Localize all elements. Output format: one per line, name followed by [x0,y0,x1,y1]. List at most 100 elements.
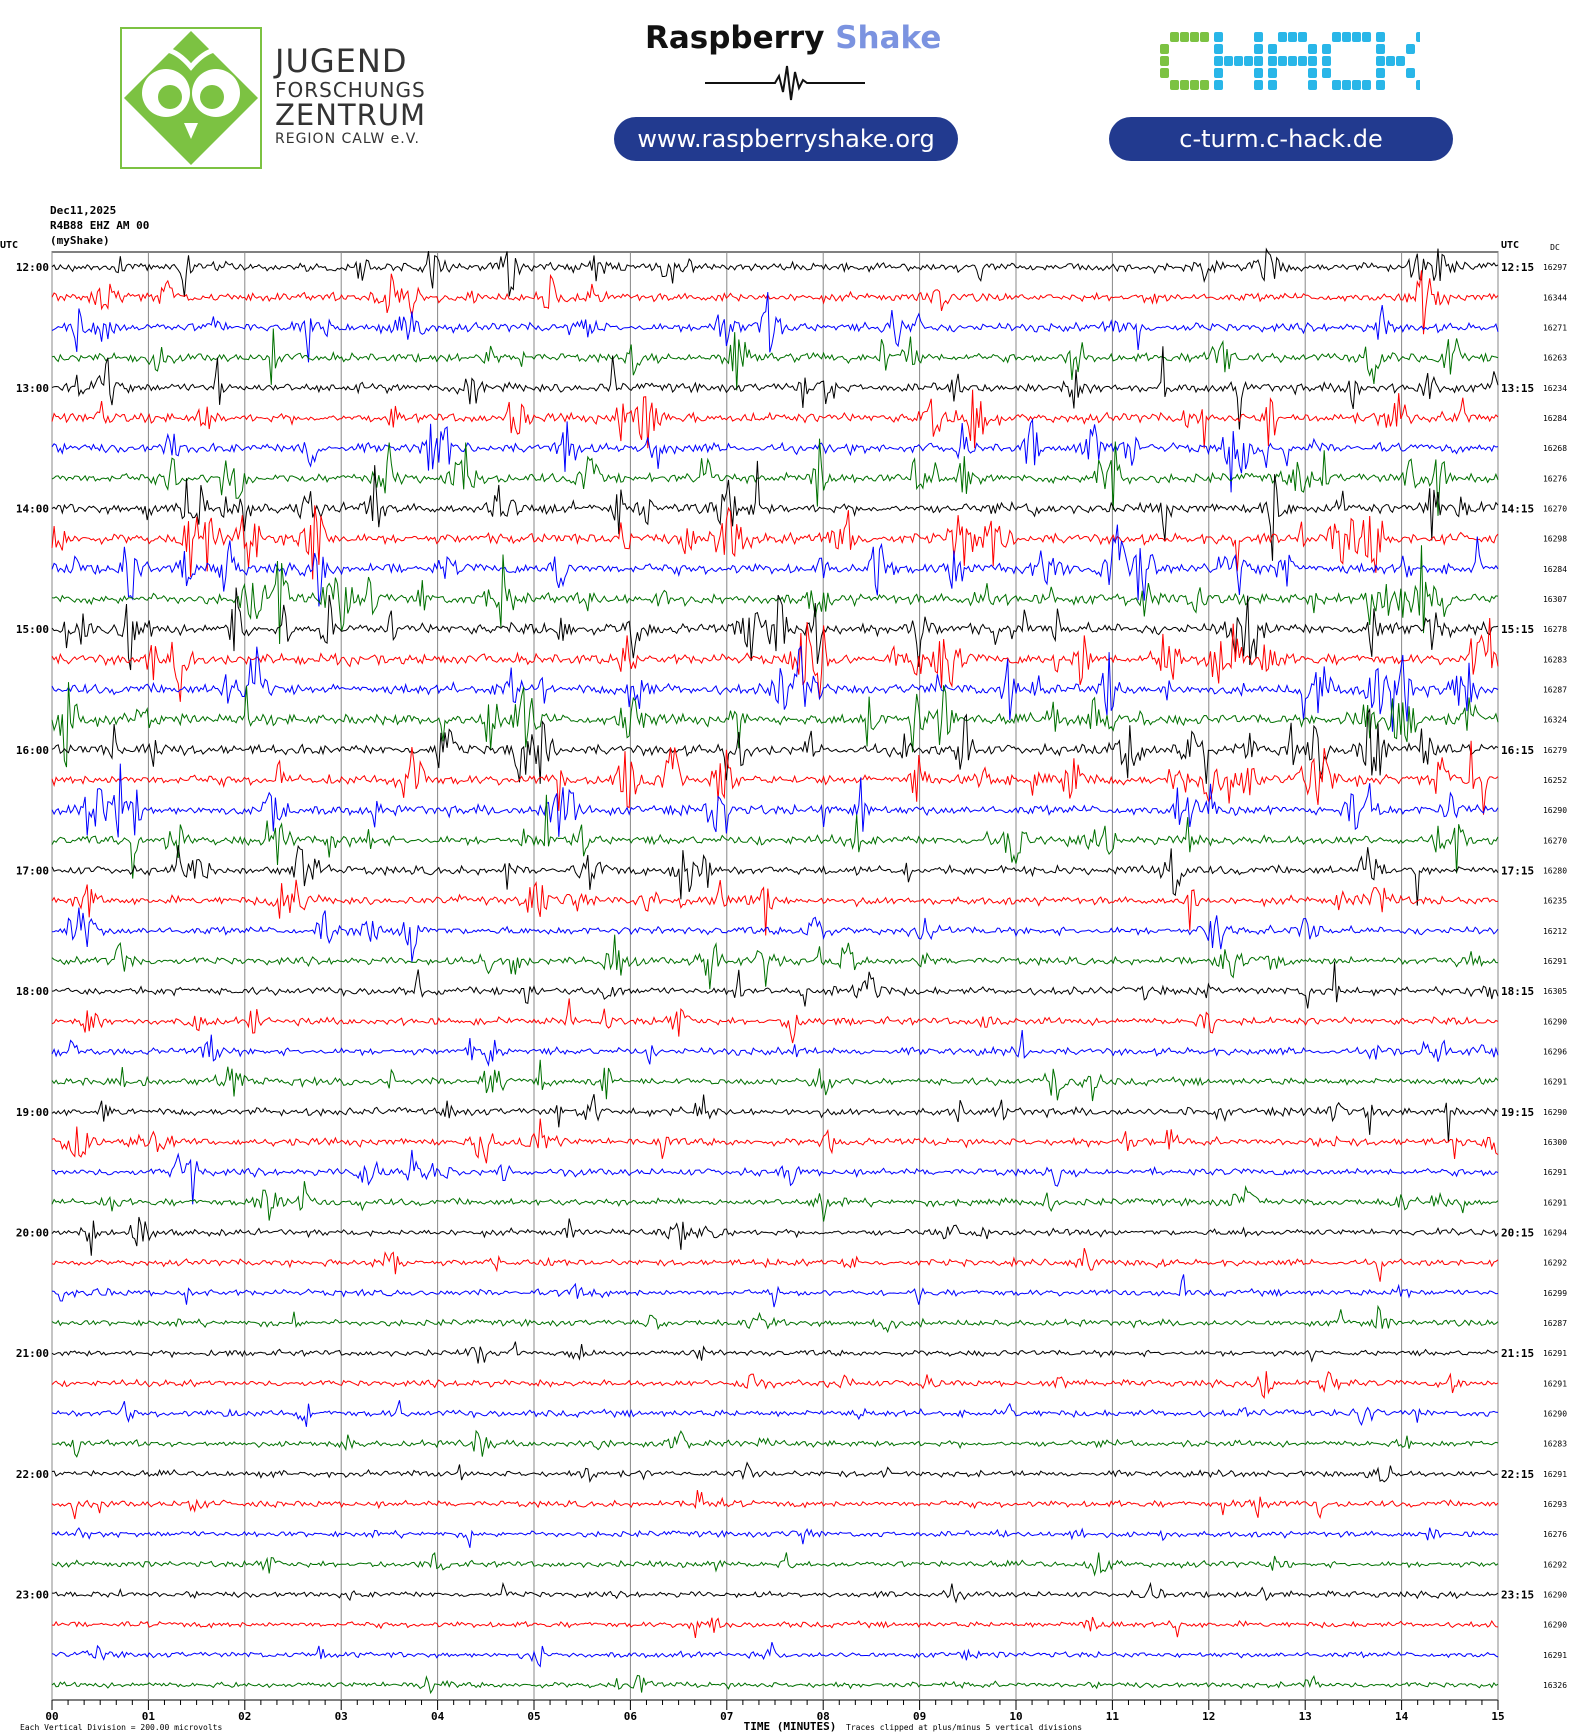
x-tick-label: 07 [720,1710,733,1723]
left-hour-label: 21:00 [16,1347,49,1360]
jfz-line-4: REGION CALW e.V. [275,131,420,147]
trace-row-28 [51,1094,1499,1143]
right-hour-label: 13:15 [1501,382,1534,395]
axis-labels: 00 01 02 03 04 05 06 07 08 09 10 11 12 13 14 15 TIME (MI… [0,240,1567,1732]
dc-offset-label: 16276 [1543,1530,1567,1539]
jfz-owl-logo [120,27,262,169]
x-tick-label: 04 [431,1710,445,1723]
x-tick-label: 02 [238,1710,251,1723]
trace-row-23 [51,934,1499,990]
x-tick-label: 10 [1009,1710,1022,1723]
trace-row-6 [51,418,1499,493]
dc-offset-label: 16271 [1543,323,1567,332]
dc-offset-label: 16234 [1543,384,1567,393]
dc-offset-label: 16278 [1543,625,1567,634]
trace-row-47 [51,1674,1499,1695]
x-tick-label: 13 [1299,1710,1312,1723]
dc-offset-label: 16252 [1543,776,1567,785]
right-hour-label: 12:15 [1501,261,1534,274]
dc-offset-label: 16324 [1543,716,1567,725]
chack-letter-h-1 [1214,32,1263,90]
dc-offset-label: 16290 [1543,1590,1567,1599]
left-hour-label: 20:00 [16,1226,49,1239]
trace-row-4 [51,346,1499,430]
dc-offset-label: 16268 [1543,444,1567,453]
trace-row-30 [51,1149,1499,1205]
trace-row-42 [51,1527,1499,1548]
trace-row-44 [51,1581,1499,1604]
dc-offset-label: 16212 [1543,927,1567,936]
dc-offset-label: 16283 [1543,1440,1567,1449]
x-tick-label: 00 [45,1710,58,1723]
left-hour-label: 16:00 [16,744,49,757]
trace-row-36 [51,1341,1499,1364]
dc-offset-label: 16235 [1543,897,1567,906]
chack-url-link[interactable]: c-turm.c-hack.de [1109,117,1453,161]
dc-offset-label: 16263 [1543,354,1567,363]
footer-clip-note: Traces clipped at plus/minus 5 vertical … [846,1723,1082,1732]
right-hour-label: 20:15 [1501,1226,1534,1239]
trace-row-27 [51,1059,1499,1102]
trace-row-11 [51,545,1499,645]
trace-row-41 [51,1490,1499,1520]
trace-row-8 [51,460,1499,561]
trace-row-17 [51,740,1499,815]
dc-offset-label: 16297 [1543,263,1567,272]
dc-offset-label: 16326 [1543,1681,1567,1690]
trace-row-34 [51,1274,1499,1308]
trace-row-32 [51,1216,1499,1256]
dc-offset-label: 16296 [1543,1047,1567,1056]
seismograph-wave-icon [705,65,865,101]
dc-offset-label: 16292 [1543,1259,1567,1268]
x-tick-label: 06 [624,1710,638,1723]
dc-offset-label: 16307 [1543,595,1567,604]
dc-offset-label: 16293 [1543,1500,1567,1509]
trace-row-16 [51,707,1499,784]
chack-letter-k-4 [1376,32,1420,90]
trace-row-15 [51,682,1499,768]
raspberryshake-url-link[interactable]: www.raspberryshake.org [614,117,958,161]
chack-letter-c-0 [1160,32,1209,90]
right-hour-label: 19:15 [1501,1106,1534,1119]
trace-row-29 [51,1118,1499,1164]
dc-offset-label: 16291 [1543,1651,1567,1660]
record-date: Dec11,2025 [50,204,117,217]
left-hour-label: 14:00 [16,502,49,515]
x-tick-label: 09 [913,1710,926,1723]
right-hour-label: 15:15 [1501,623,1534,636]
trace-row-35 [51,1304,1499,1334]
right-utc-label: UTC [1501,240,1519,251]
dc-offset-label: 16284 [1543,565,1567,574]
footer-scale-note: Each Vertical Division = 200.00 microvol… [20,1723,222,1732]
dc-header: DC [1550,243,1560,252]
x-tick-label: 08 [817,1710,830,1723]
dc-offset-label: 16270 [1543,504,1567,513]
dc-offset-label: 16279 [1543,746,1567,755]
left-hour-label: 23:00 [16,1588,49,1601]
trace-row-5 [51,389,1499,449]
trace-row-2 [51,292,1499,363]
dc-offset-label: 16291 [1543,1198,1567,1207]
left-hour-label: 15:00 [16,623,49,636]
x-tick-label: 14 [1395,1710,1409,1723]
dc-offset-label: 16290 [1543,1017,1567,1026]
chack-letter-a-2 [1268,32,1317,90]
dc-offset-label: 16290 [1543,1108,1567,1117]
trace-row-46 [51,1642,1499,1668]
dc-offset-label: 16290 [1543,1409,1567,1418]
traces [51,247,1499,1695]
dc-offset-label: 16283 [1543,655,1567,664]
dc-offset-label: 16291 [1543,1168,1567,1177]
trace-row-0 [51,247,1499,297]
dc-offset-label: 16298 [1543,535,1567,544]
dc-offset-label: 16291 [1543,1078,1567,1087]
trace-row-1 [51,270,1499,335]
trace-row-26 [51,1030,1499,1067]
raspberry-shake-logo: Raspberry Shake [645,20,941,56]
dc-offset-label: 16291 [1543,1379,1567,1388]
trace-row-40 [51,1461,1499,1483]
trace-row-18 [51,763,1499,838]
trace-row-10 [51,524,1499,607]
trace-row-13 [51,617,1499,702]
